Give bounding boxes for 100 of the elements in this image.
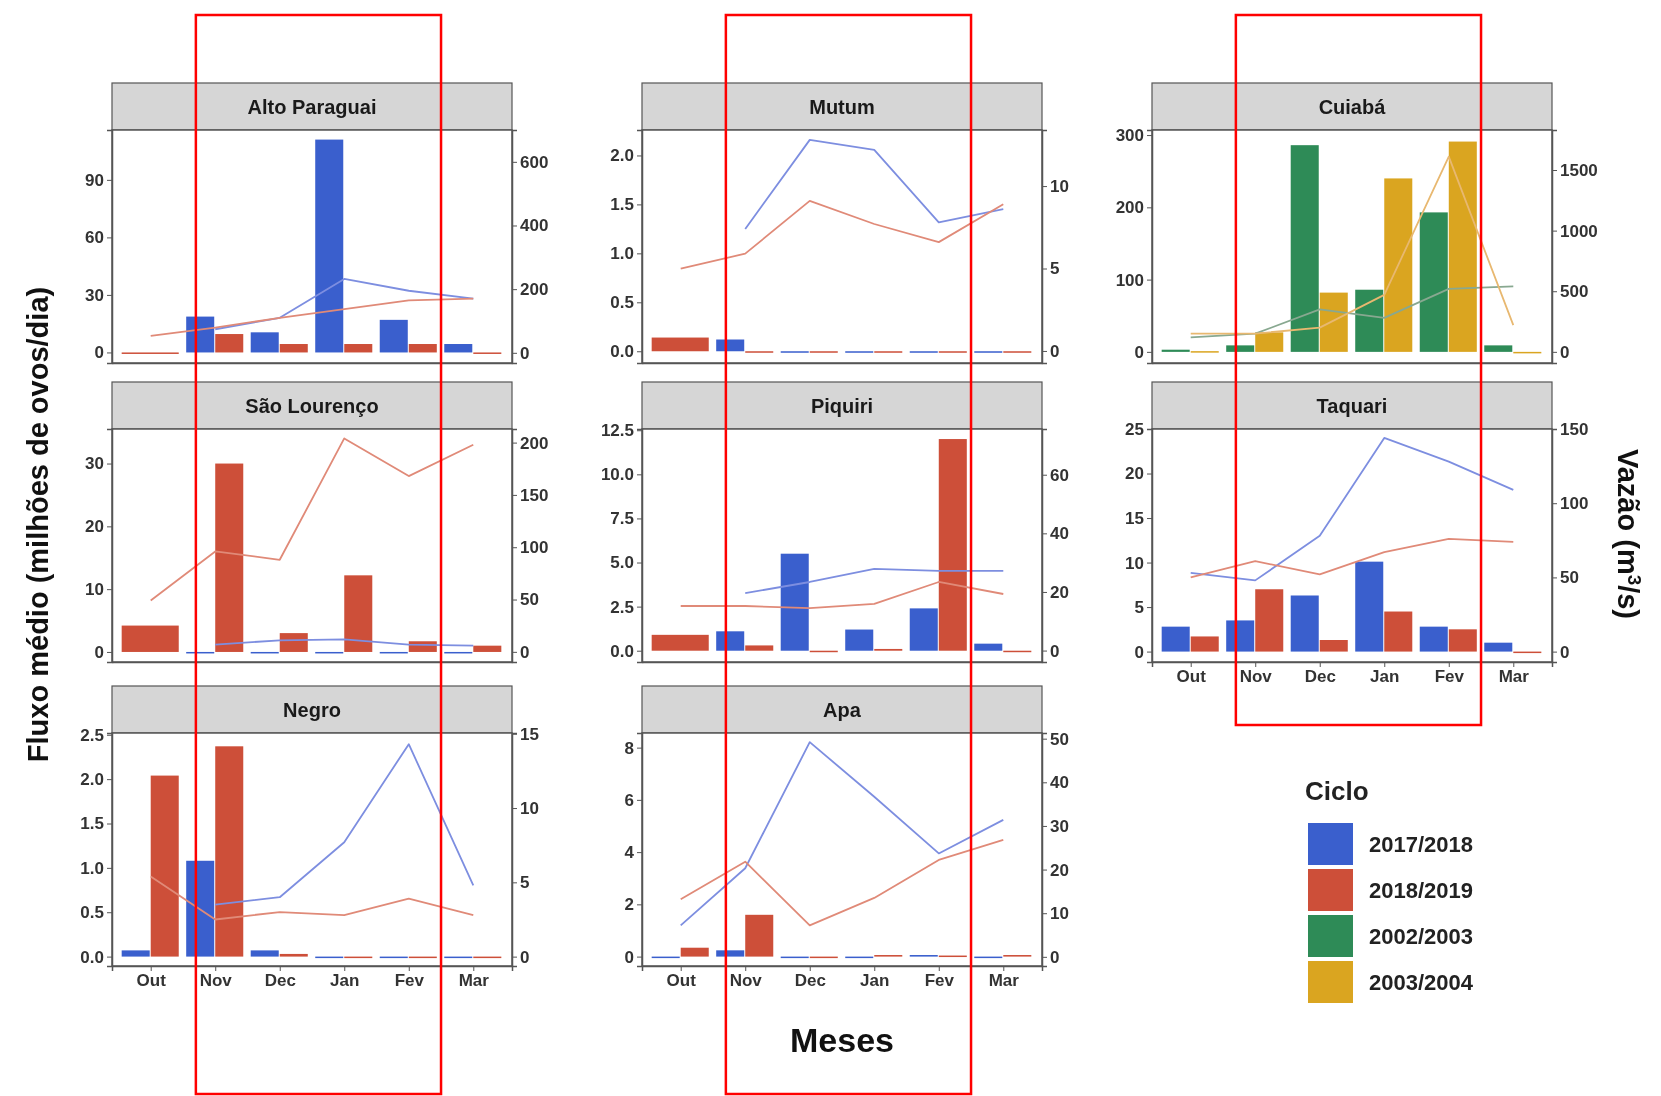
legend-label: 2017/2018 — [1369, 832, 1473, 857]
y-tick-label: 25 — [1125, 419, 1144, 439]
y-axis-title: Fluxo médio (milhões de ovos/dia) — [22, 286, 54, 763]
y2-tick-label: 0 — [520, 947, 530, 967]
y2-tick-label: 10 — [1050, 177, 1069, 197]
y-tick-label: 0 — [1134, 342, 1144, 362]
bar — [1448, 629, 1477, 652]
x-axis-title: Meses — [790, 1021, 894, 1059]
y-tick-label: 0 — [1134, 642, 1144, 662]
line-series — [149, 297, 475, 337]
y-tick-label: 200 — [1115, 198, 1144, 218]
bar — [1226, 345, 1255, 352]
y-tick-label: 20 — [85, 517, 104, 537]
y2-tick-label: 0 — [1050, 947, 1060, 967]
y-tick-label: 5 — [1134, 598, 1144, 618]
y2-tick-label: 0 — [1560, 342, 1570, 362]
bar — [473, 645, 502, 652]
y-tick-label: 2.5 — [80, 725, 104, 745]
y-tick-label: 20 — [1125, 464, 1144, 484]
bar — [1484, 345, 1513, 352]
x-tick-label: Fev — [924, 971, 955, 991]
bar — [780, 553, 809, 651]
y-tick-label: 0.0 — [610, 641, 634, 661]
y-tick-label: 10 — [1125, 553, 1144, 573]
x-tick-label: Jan — [860, 971, 890, 991]
x-tick-label: Out — [666, 971, 697, 991]
bar — [1290, 145, 1319, 352]
y2-tick-label: 1500 — [1560, 160, 1598, 180]
line-series — [679, 839, 1005, 927]
y-tick-label: 0.0 — [610, 342, 634, 362]
y-tick-label: 2.5 — [610, 597, 634, 617]
bar — [938, 439, 967, 651]
y-tick-label: 0.5 — [80, 903, 104, 923]
y2-tick-label: 150 — [1560, 419, 1589, 439]
line-series — [1189, 285, 1515, 339]
bar — [1484, 642, 1513, 652]
y2-tick-label: 10 — [1050, 904, 1069, 924]
bar — [1319, 292, 1348, 352]
bar — [215, 463, 244, 652]
y-tick-label: 90 — [85, 170, 104, 190]
x-tick-label: Jan — [330, 971, 360, 991]
bar — [1384, 611, 1413, 652]
y-tick-label: 1.5 — [80, 814, 104, 834]
bar — [408, 344, 437, 353]
line-series — [1189, 537, 1515, 579]
y-tick-label: 6 — [624, 790, 634, 810]
y-tick-label: 1.0 — [80, 858, 104, 878]
y-tick-label: 10 — [85, 580, 104, 600]
bar — [745, 645, 774, 651]
bar — [1419, 626, 1448, 652]
line-series — [1189, 437, 1515, 582]
bar — [745, 914, 774, 957]
chart-title: São Lourenço — [245, 394, 379, 417]
y2-tick-label: 60 — [1050, 465, 1069, 485]
y-tick-label: 12.5 — [600, 421, 634, 441]
y2-tick-label: 10 — [520, 798, 539, 818]
bar — [1161, 349, 1190, 352]
bar — [279, 953, 308, 957]
y-tick-label: 2.0 — [80, 770, 104, 790]
bar — [716, 631, 745, 651]
bar — [680, 947, 709, 957]
chart-title: Apa — [823, 698, 862, 721]
chart-title: Cuiabá — [1318, 95, 1387, 118]
y2-tick-label: 40 — [1050, 524, 1069, 544]
bar — [344, 575, 373, 652]
x-tick-label: Mar — [458, 971, 490, 991]
bar — [909, 608, 938, 651]
line-series — [744, 138, 1005, 230]
bar — [1355, 561, 1384, 652]
line-series — [214, 743, 475, 906]
bar — [250, 950, 279, 957]
bar — [215, 334, 244, 353]
y2-tick-label: 200 — [520, 280, 549, 300]
line-series — [214, 638, 475, 647]
bar — [716, 950, 745, 957]
y2-tick-label: 0 — [1050, 641, 1060, 661]
y2-tick-label: 0 — [520, 642, 530, 662]
line-series — [679, 200, 1005, 270]
x-tick-label: Mar — [988, 971, 1020, 991]
x-tick-label: Jan — [1370, 667, 1400, 687]
bar — [315, 139, 344, 353]
legend-label: 2018/2019 — [1369, 878, 1473, 903]
y-tick-label: 0.5 — [610, 293, 634, 313]
bar — [379, 319, 408, 353]
x-tick-label: Out — [1176, 667, 1207, 687]
y2-tick-label: 1000 — [1560, 221, 1598, 241]
bar — [974, 643, 1003, 651]
y-tick-label: 0 — [94, 343, 104, 363]
bar — [1319, 640, 1348, 652]
y-tick-label: 7.5 — [610, 509, 634, 529]
y-tick-label: 2 — [624, 895, 634, 915]
chart-title: Taquari — [1316, 394, 1388, 417]
x-tick-label: Fev — [394, 971, 425, 991]
y-tick-label: 30 — [85, 454, 104, 474]
y-tick-label: 30 — [85, 285, 104, 305]
y-tick-label: 1.0 — [610, 244, 634, 264]
y2-tick-label: 100 — [520, 538, 549, 558]
chart-title: Negro — [283, 698, 341, 721]
bar — [279, 344, 308, 353]
y2-tick-label: 30 — [1050, 816, 1069, 836]
